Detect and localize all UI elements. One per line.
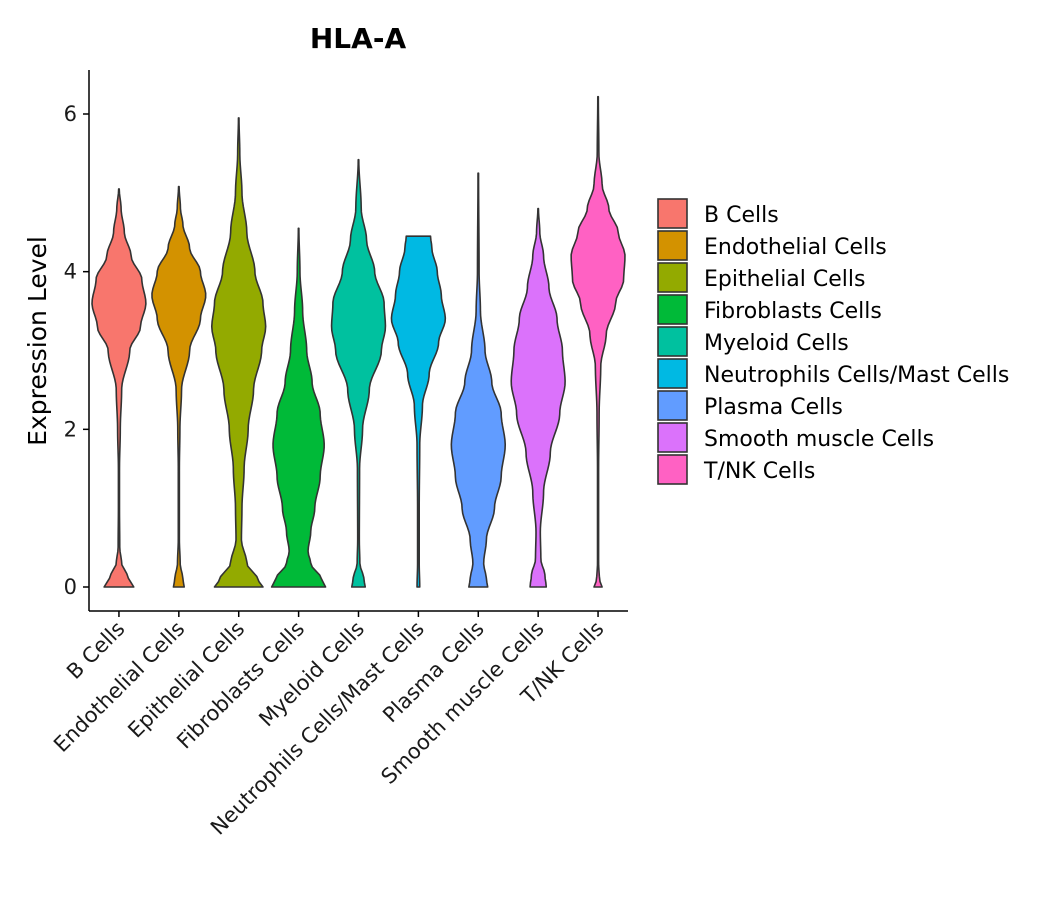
legend-label: T/NK Cells [703, 459, 815, 484]
violin-neutrophils-cells-mast-cells [390, 235, 447, 588]
legend-swatch [657, 454, 688, 485]
legend-label: Neutrophils Cells/Mast Cells [704, 363, 1009, 388]
y-tick-label: 0 [64, 575, 77, 599]
violin-epithelial-cells [210, 117, 267, 588]
legend-swatch [657, 390, 688, 421]
violin-layer [91, 95, 626, 588]
violin-fibroblasts-cells [270, 227, 327, 588]
violin-b-cells [91, 188, 147, 588]
legend-label: B Cells [704, 203, 779, 228]
legend-swatch [657, 262, 688, 293]
violin-myeloid-cells [330, 158, 387, 588]
legend-swatch [657, 294, 688, 325]
legend-label: Fibroblasts Cells [704, 299, 882, 324]
y-axis-title: Expression Level [23, 236, 52, 446]
legend-swatch [657, 326, 688, 357]
violin-smooth-muscle-cells [510, 207, 566, 588]
violin-endothelial-cells [151, 185, 207, 588]
y-tick-label: 2 [64, 417, 77, 441]
legend-label: Plasma Cells [704, 395, 843, 420]
x-tick-label: Myeloid Cells [254, 617, 369, 732]
legend-swatch [657, 198, 688, 229]
legend-swatch [657, 358, 688, 389]
chart-title: HLA-A [310, 22, 407, 55]
legend-label: Smooth muscle Cells [704, 427, 934, 452]
y-tick-label: 4 [64, 260, 77, 284]
y-tick-label: 6 [64, 102, 77, 126]
legend-swatch [657, 230, 688, 261]
legend: B Cells Endothelial Cells Epithelial Cells… [657, 198, 1009, 485]
legend-label: Myeloid Cells [704, 331, 849, 356]
legend-label: Endothelial Cells [704, 235, 887, 260]
legend-swatch [657, 422, 688, 453]
violin-t-nk-cells [570, 95, 626, 588]
legend-label: Epithelial Cells [704, 267, 865, 292]
y-ticks: 0 2 4 6 [64, 102, 89, 599]
violin-plasma-cells [450, 172, 507, 588]
